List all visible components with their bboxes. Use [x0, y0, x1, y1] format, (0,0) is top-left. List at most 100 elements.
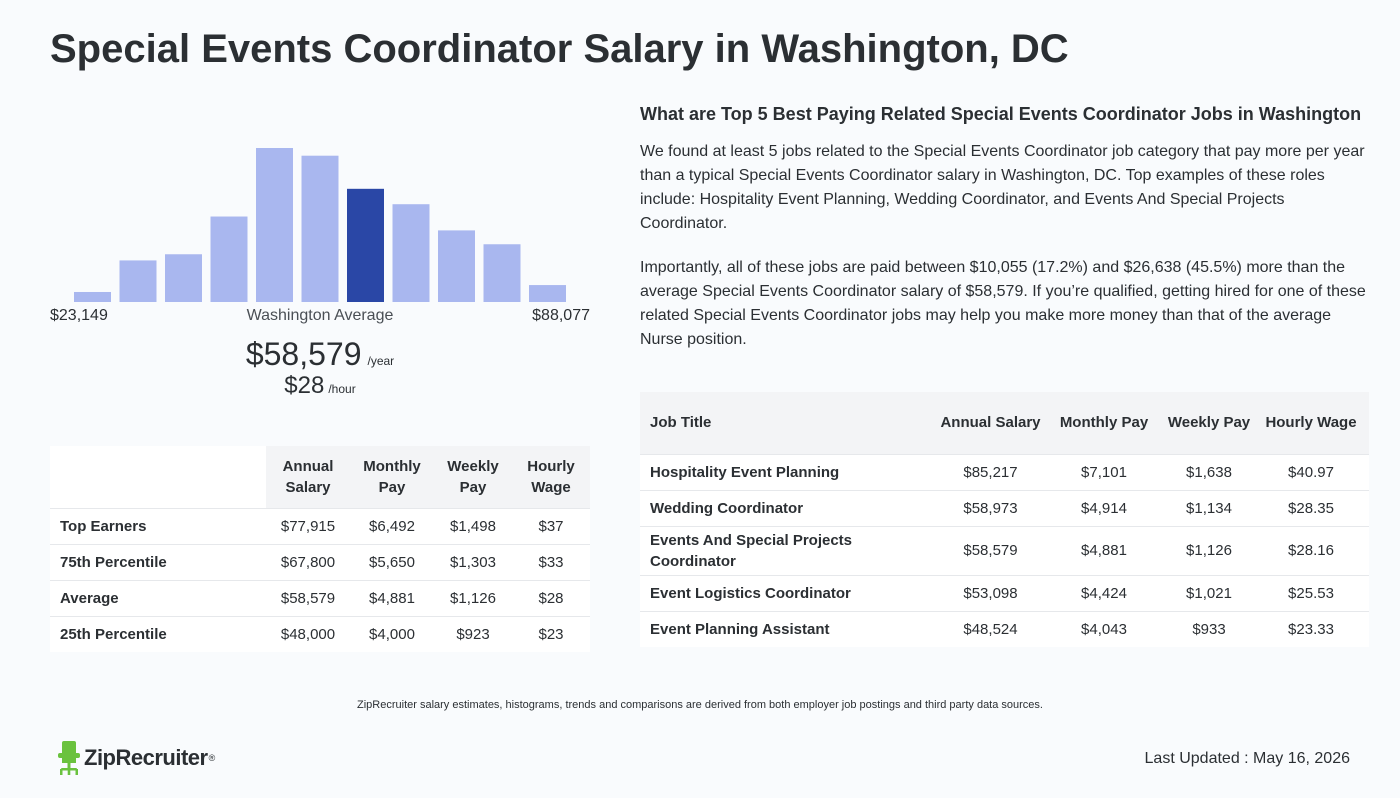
annual-salary-cell: $58,579 — [280, 589, 336, 607]
hourly-wage-cell: $28 — [538, 589, 564, 607]
row-label: 25th Percentile — [60, 625, 167, 643]
monthly-pay-cell: $6,492 — [369, 517, 415, 535]
weekly-pay-cell: $1,126 — [1186, 542, 1232, 559]
logo-text: ZipRecruiter — [84, 745, 208, 770]
row-label: Top Earners — [60, 517, 147, 535]
monthly-pay-cell: $4,881 — [369, 589, 415, 607]
header-blank — [50, 446, 266, 508]
ziprecruiter-logo[interactable]: ZipRecruiter ® — [58, 740, 215, 776]
histogram-bar — [74, 291, 111, 302]
table-row: Events And Special Projects Coordinator … — [640, 526, 1369, 575]
related-jobs-table: Job Title Annual Salary Monthly Pay Week… — [640, 392, 1369, 647]
histogram-range: $23,149 Washington Average $88,077 — [50, 307, 590, 327]
weekly-pay-cell: $1,303 — [450, 553, 496, 571]
row-label: Average — [60, 589, 119, 607]
histogram-bar — [529, 285, 566, 302]
range-max-label: $88,077 — [532, 307, 590, 324]
table-row: Hospitality Event Planning $85,217 $7,10… — [640, 454, 1369, 490]
annual-salary-cell: $77,915 — [280, 517, 336, 535]
registered-mark: ® — [208, 753, 216, 763]
monthly-pay-cell: $4,424 — [1081, 584, 1127, 602]
annual-salary-cell: $48,000 — [280, 625, 336, 643]
weekly-pay-cell: $1,498 — [450, 517, 496, 535]
weekly-pay-cell: $1,638 — [1186, 463, 1232, 481]
header-monthly-pay: Monthly Pay — [350, 446, 434, 508]
range-average-label: Washington Average — [246, 307, 394, 324]
annual-salary-cell: $48,524 — [963, 620, 1018, 638]
header-weekly-pay: Weekly Pay — [434, 446, 512, 508]
histogram-svg — [74, 148, 566, 302]
monthly-pay-cell: $4,881 — [1081, 542, 1127, 559]
hourly-wage-cell: $28.35 — [1288, 499, 1334, 517]
monthly-pay-cell: $4,000 — [369, 625, 415, 643]
monthly-pay-cell: $4,914 — [1081, 499, 1127, 517]
histogram-bar — [210, 216, 248, 302]
percentile-table: Annual Salary Monthly Pay Weekly Pay Hou… — [50, 446, 590, 652]
related-jobs-title: What are Top 5 Best Paying Related Speci… — [640, 104, 1362, 124]
monthly-pay-cell: $7,101 — [1081, 463, 1127, 481]
annual-salary-cell: $58,973 — [963, 499, 1018, 517]
table-row: Event Logistics Coordinator $53,098 $4,4… — [640, 575, 1369, 611]
histogram-bar — [256, 148, 293, 302]
job-title-cell: Event Logistics Coordinator — [650, 584, 851, 602]
histogram-bar — [119, 260, 157, 302]
average-annual: $58,579/year — [50, 336, 590, 373]
histogram-bar — [438, 230, 475, 302]
percentile-table-header: Annual Salary Monthly Pay Weekly Pay Hou… — [50, 446, 590, 508]
histogram-bar — [301, 155, 339, 302]
table-row: Top Earners $77,915 $6,492 $1,498 $37 — [50, 508, 590, 544]
table-row: Average $58,579 $4,881 $1,126 $28 — [50, 580, 590, 616]
hourly-wage-cell: $25.53 — [1288, 584, 1334, 602]
row-label: 75th Percentile — [60, 553, 167, 571]
average-annual-value: $58,579 — [245, 336, 362, 372]
salary-histogram — [50, 120, 590, 302]
histogram-bar — [165, 254, 202, 302]
annual-salary-cell: $58,579 — [963, 542, 1018, 559]
weekly-pay-cell: $923 — [456, 625, 490, 643]
average-hourly: $28/hour — [50, 372, 590, 400]
header-hourly-wage: Hourly Wage — [1265, 414, 1357, 432]
average-annual-unit: /year — [367, 354, 395, 368]
weekly-pay-cell: $1,134 — [1186, 499, 1232, 517]
chair-icon — [58, 741, 80, 775]
last-updated: Last Updated : May 16, 2026 — [1144, 750, 1350, 767]
header-job-title: Job Title — [650, 414, 712, 432]
related-jobs-paragraph-2: Importantly, all of these jobs are paid … — [640, 259, 1366, 348]
weekly-pay-cell: $1,126 — [450, 589, 496, 607]
header-annual-salary: Annual Salary — [266, 446, 350, 508]
range-min-label: $23,149 — [50, 307, 108, 324]
table-row: 25th Percentile $48,000 $4,000 $923 $23 — [50, 616, 590, 652]
data-sources-note: ZipRecruiter salary estimates, histogram… — [357, 699, 1043, 711]
average-hourly-unit: /hour — [328, 382, 356, 396]
header-hourly-wage: Hourly Wage — [512, 446, 590, 508]
hourly-wage-cell: $28.16 — [1288, 542, 1334, 559]
header-annual-salary: Annual Salary — [940, 414, 1041, 432]
weekly-pay-cell: $1,021 — [1186, 584, 1232, 602]
table-row: 75th Percentile $67,800 $5,650 $1,303 $3… — [50, 544, 590, 580]
job-title-cell: Hospitality Event Planning — [650, 463, 840, 481]
histogram-bar — [392, 204, 430, 302]
related-jobs-paragraph-1: We found at least 5 jobs related to the … — [640, 143, 1365, 232]
page-title: Special Events Coordinator Salary in Was… — [50, 27, 1069, 71]
hourly-wage-cell: $23 — [538, 625, 564, 643]
job-title-cell: Events And Special Projects Coordinator — [650, 531, 853, 570]
table-row: Wedding Coordinator $58,973 $4,914 $1,13… — [640, 490, 1369, 526]
job-title-cell: Wedding Coordinator — [650, 499, 804, 517]
histogram-bar-average — [347, 188, 384, 302]
hourly-wage-cell: $37 — [538, 517, 564, 535]
jobs-table-header: Job Title Annual Salary Monthly Pay Week… — [640, 392, 1369, 454]
annual-salary-cell: $53,098 — [963, 584, 1018, 602]
hourly-wage-cell: $33 — [538, 553, 564, 571]
monthly-pay-cell: $4,043 — [1081, 620, 1127, 638]
annual-salary-cell: $67,800 — [280, 553, 336, 571]
hourly-wage-cell: $23.33 — [1288, 620, 1334, 638]
table-row: Event Planning Assistant $48,524 $4,043 … — [640, 611, 1369, 647]
weekly-pay-cell: $933 — [1192, 620, 1226, 638]
histogram-bar — [483, 244, 521, 302]
monthly-pay-cell: $5,650 — [369, 553, 415, 571]
annual-salary-cell: $85,217 — [963, 463, 1018, 481]
hourly-wage-cell: $40.97 — [1288, 463, 1334, 481]
job-title-cell: Event Planning Assistant — [650, 620, 830, 638]
header-monthly-pay: Monthly Pay — [1059, 414, 1149, 432]
average-hourly-value: $28 — [284, 372, 325, 399]
